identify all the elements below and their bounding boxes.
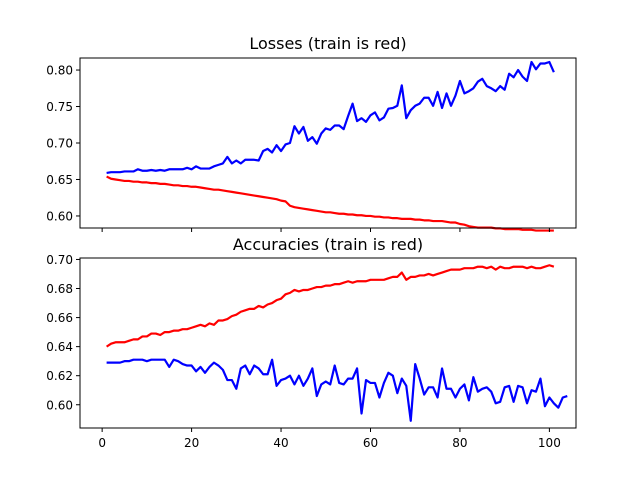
accuracies-series-layer	[106, 264, 568, 422]
accuracies-ytick-label: 0.70	[46, 253, 73, 267]
accuracies-ytick-label: 0.64	[46, 340, 73, 354]
accuracies-ytick-label: 0.60	[46, 398, 73, 412]
accuracies-panel: Accuracies (train is red) 0.600.620.640.…	[46, 235, 577, 450]
accuracies-xtick-label: 60	[363, 436, 378, 450]
losses-title: Losses (train is red)	[249, 34, 406, 53]
losses-ytick-label: 0.75	[46, 100, 73, 114]
losses-ytick-label: 0.60	[46, 209, 73, 223]
accuracies-xtick-label: 100	[538, 436, 561, 450]
losses-ytick-label: 0.70	[46, 137, 73, 151]
losses-ytick-label: 0.80	[46, 64, 73, 78]
accuracies-series-line-validation	[106, 358, 568, 422]
accuracies-axes-frame	[79, 257, 577, 429]
accuracies-ytick-label: 0.66	[46, 311, 73, 325]
losses-axes-frame	[79, 57, 577, 229]
losses-series-line-validation	[106, 60, 555, 174]
accuracies-ytick-label: 0.62	[46, 369, 73, 383]
accuracies-xtick-label: 40	[273, 436, 288, 450]
accuracies-tick-layer: 0.60 0.62 0.64 0.66 0.68 0.70 0 20 40 60 80 100	[46, 253, 561, 450]
accuracies-series-line-train	[106, 264, 555, 348]
losses-panel: Losses (train is red) 0.600.650.700.750.…	[46, 34, 577, 232]
losses-ytick-label: 0.65	[46, 173, 73, 187]
accuracies-xtick-label: 20	[184, 436, 199, 450]
losses-tick-layer: 0.60 0.65 0.70 0.75 0.80	[46, 64, 550, 232]
accuracies-xtick-label: 0	[98, 436, 106, 450]
accuracies-ytick-label: 0.68	[46, 282, 73, 296]
accuracies-title: Accuracies (train is red)	[233, 235, 423, 254]
accuracies-xtick-label: 80	[452, 436, 467, 450]
